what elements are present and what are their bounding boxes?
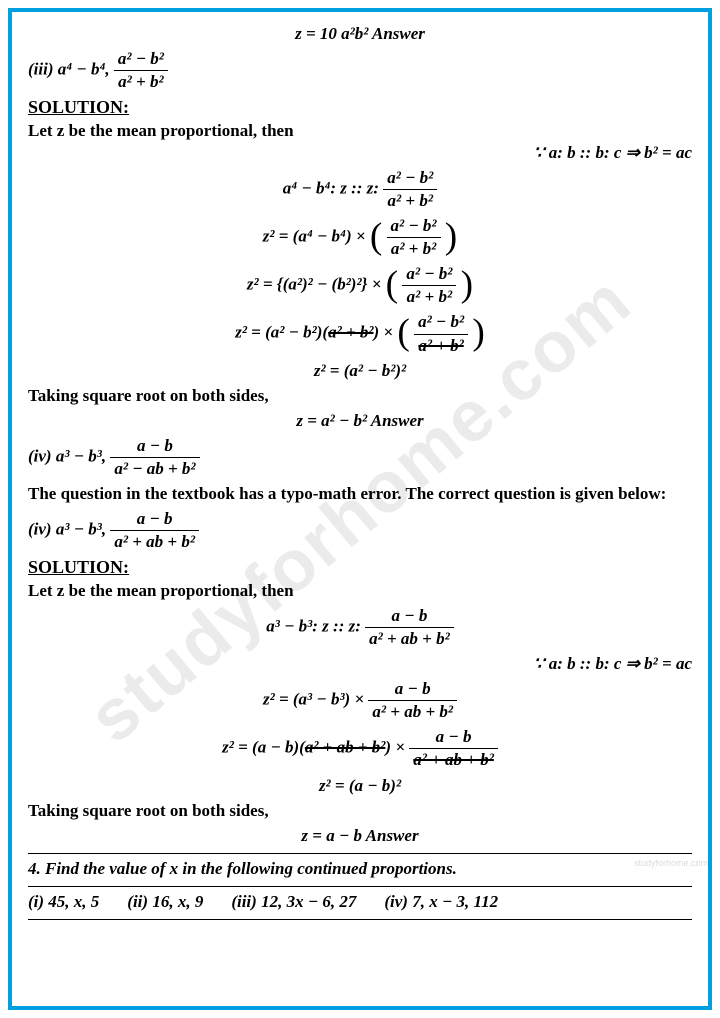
eq5: z² = (a² − b²)² <box>28 360 692 382</box>
solution-header-2: SOLUTION: <box>28 556 692 579</box>
eq9: z² = (a − b)² <box>28 775 692 797</box>
iii-den: a² + b² <box>114 71 168 93</box>
answer-iv: z = a − b Answer <box>28 825 692 847</box>
eq2-den: a² + b² <box>387 238 441 260</box>
solution-header-1: SOLUTION: <box>28 96 692 119</box>
problem-iv-corrected: (iv) a³ − b³, a − b a² + ab + b² <box>28 508 692 553</box>
eq3-left: z² = {(a²)² − (b²)²} × <box>247 275 382 294</box>
eq4-den: a² + b² <box>414 335 468 357</box>
because-1: ∵ a: b :: b: c ⇒ b² = ac <box>28 142 692 164</box>
q4-iv: (iv) 7, x − 3, 112 <box>384 891 498 913</box>
eq4-mid: ) × <box>374 323 394 342</box>
iv2-den: a² + ab + b² <box>110 531 199 553</box>
answer-line-1: z = 10 a²b² Answer <box>28 23 692 45</box>
iii-label: (iii) a⁴ − b⁴, <box>28 60 110 79</box>
eq1-num: a² − b² <box>383 167 437 190</box>
answer-iii: z = a² − b² Answer <box>28 410 692 432</box>
eq4: z² = (a² − b²)(a² + b²) × ( a² − b² a² +… <box>28 311 692 356</box>
eq2-left: z² = (a⁴ − b⁴) × <box>263 227 366 246</box>
eq7-num: a − b <box>368 678 457 701</box>
iv2-num: a − b <box>110 508 199 531</box>
eq4-strike: a² + b² <box>328 323 373 342</box>
eq4-num: a² − b² <box>414 311 468 334</box>
eq8: z² = (a − b)(a² + ab + b²) × a − b a² + … <box>28 726 692 771</box>
eq1-den: a² + b² <box>383 190 437 212</box>
eq2: z² = (a⁴ − b⁴) × ( a² − b² a² + b² ) <box>28 215 692 260</box>
document-content: z = 10 a²b² Answer (iii) a⁴ − b⁴, a² − b… <box>28 20 692 998</box>
typo-note: The question in the textbook has a typo-… <box>28 483 692 505</box>
iv-num: a − b <box>110 435 199 458</box>
q4-i: (i) 45, x, 5 <box>28 891 99 913</box>
eq1-left: a⁴ − b⁴: z :: z: <box>283 178 379 197</box>
q4-ii: (ii) 16, x, 9 <box>127 891 203 913</box>
eq8-num: a − b <box>409 726 498 749</box>
taking-sqrt-2: Taking square root on both sides, <box>28 800 692 822</box>
divider-1 <box>28 853 692 854</box>
divider-2 <box>28 886 692 887</box>
eq6-left: a³ − b³: z :: z: <box>266 616 361 635</box>
iv2-label: (iv) a³ − b³, <box>28 520 106 539</box>
let-z-1: Let z be the mean proportional, then <box>28 120 692 142</box>
iii-num: a² − b² <box>114 48 168 71</box>
eq3-den: a² + b² <box>402 286 456 308</box>
eq3-num: a² − b² <box>402 263 456 286</box>
taking-sqrt-1: Taking square root on both sides, <box>28 385 692 407</box>
problem-iii: (iii) a⁴ − b⁴, a² − b² a² + b² <box>28 48 692 93</box>
eq6: a³ − b³: z :: z: a − b a² + ab + b² <box>28 605 692 650</box>
eq7-den: a² + ab + b² <box>368 701 457 723</box>
question-4-options: (i) 45, x, 5 (ii) 16, x, 9 (iii) 12, 3x … <box>28 891 692 913</box>
eq4-left: z² = (a² − b²)( <box>235 323 328 342</box>
eq8-den: a² + ab + b² <box>409 749 498 771</box>
q4-iii: (iii) 12, 3x − 6, 27 <box>231 891 356 913</box>
eq1: a⁴ − b⁴: z :: z: a² − b² a² + b² <box>28 167 692 212</box>
eq2-num: a² − b² <box>387 215 441 238</box>
eq7-left: z² = (a³ − b³) × <box>263 690 364 709</box>
question-4: 4. Find the value of x in the following … <box>28 858 692 880</box>
problem-iv: (iv) a³ − b³, a − b a² − ab + b² <box>28 435 692 480</box>
because-2: ∵ a: b :: b: c ⇒ b² = ac <box>28 653 692 675</box>
iv-den: a² − ab + b² <box>110 458 199 480</box>
divider-3 <box>28 919 692 920</box>
eq6-den: a² + ab + b² <box>365 628 454 650</box>
let-z-2: Let z be the mean proportional, then <box>28 580 692 602</box>
eq3: z² = {(a²)² − (b²)²} × ( a² − b² a² + b²… <box>28 263 692 308</box>
iv-label: (iv) a³ − b³, <box>28 446 106 465</box>
eq8-mid: ) × <box>385 738 405 757</box>
eq7: z² = (a³ − b³) × a − b a² + ab + b² <box>28 678 692 723</box>
eq8-left: z² = (a − b)( <box>222 738 305 757</box>
eq6-num: a − b <box>365 605 454 628</box>
eq8-strike: a² + ab + b² <box>305 738 386 757</box>
